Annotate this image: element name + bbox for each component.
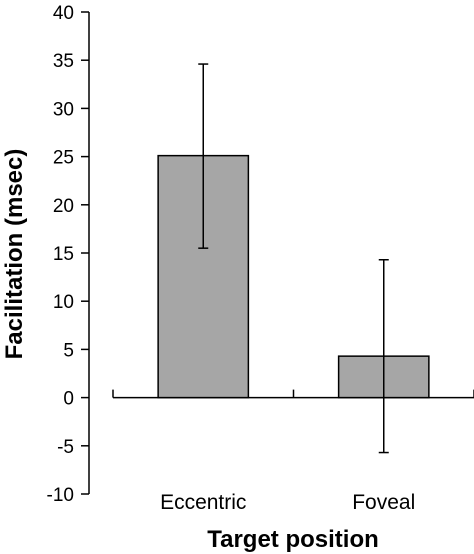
y-tick-label: 10 xyxy=(53,292,74,313)
y-tick-label: 35 xyxy=(53,51,74,72)
y-axis: -10 -5 0 5 10 15 20 25 30 35 40 xyxy=(47,3,90,506)
x-axis-title: Target position xyxy=(207,526,379,553)
y-axis-title: Facilitation (msec) xyxy=(1,149,28,360)
category-labels: Eccentric Foveal xyxy=(160,491,415,514)
y-tick-label: 0 xyxy=(63,389,74,410)
category-label-foveal: Foveal xyxy=(352,491,415,514)
y-tick-label: 20 xyxy=(53,196,74,217)
y-tick-label: 30 xyxy=(53,99,74,120)
error-bars xyxy=(198,63,389,454)
category-label-eccentric: Eccentric xyxy=(160,491,246,514)
y-tick-label: 40 xyxy=(53,3,74,24)
y-tick-label: 5 xyxy=(63,340,74,361)
y-tick-label: -10 xyxy=(47,485,74,506)
y-tick-label: -5 xyxy=(57,437,74,458)
y-tick-label: 25 xyxy=(53,148,74,169)
bars xyxy=(157,154,430,399)
y-tick-label: 15 xyxy=(53,244,74,265)
